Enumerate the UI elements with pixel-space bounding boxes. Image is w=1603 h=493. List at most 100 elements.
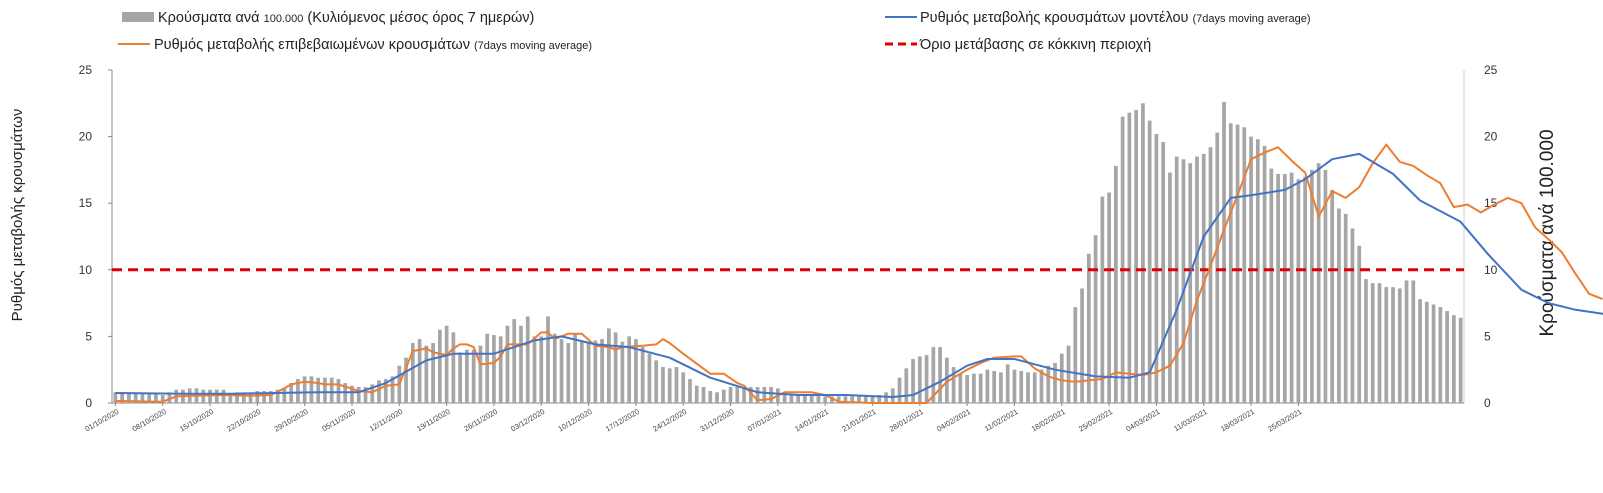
- x-tick-label: 15/10/2020: [178, 407, 215, 434]
- bar: [843, 396, 848, 403]
- bar: [951, 367, 956, 403]
- x-tick-label: 04/03/2021: [1124, 407, 1161, 434]
- bar: [1080, 288, 1084, 403]
- bar: [519, 325, 523, 403]
- bar: [1242, 127, 1247, 403]
- y-tick-label-right: 5: [1484, 329, 1491, 343]
- bar: [1431, 304, 1436, 403]
- bar: [471, 349, 476, 403]
- bar: [1384, 287, 1389, 403]
- bar: [1337, 208, 1341, 403]
- bar: [579, 340, 584, 403]
- bar: [796, 395, 800, 403]
- bar: [863, 396, 868, 403]
- bar: [938, 347, 942, 403]
- bar: [404, 357, 408, 403]
- bar: [850, 396, 855, 403]
- y-tick-label-right: 20: [1484, 130, 1498, 144]
- y-tick-label-right: 0: [1484, 396, 1491, 410]
- bar: [782, 392, 787, 403]
- bar: [1053, 363, 1057, 403]
- bar: [1262, 145, 1267, 403]
- bar: [1188, 163, 1193, 403]
- bar: [302, 376, 307, 403]
- y-tick-label-right: 15: [1484, 196, 1498, 210]
- bar: [613, 332, 618, 403]
- legend-label-confirmed: Ρυθμός μεταβολής επιβεβαιωμένων κρουσμάτ…: [154, 37, 592, 53]
- bar: [917, 356, 922, 403]
- bar: [1418, 299, 1422, 403]
- x-tick-label: 25/02/2021: [1077, 407, 1114, 434]
- bar: [262, 391, 266, 403]
- bar: [214, 389, 219, 403]
- bar: [133, 393, 138, 403]
- bar: [147, 393, 152, 403]
- bar: [1269, 168, 1274, 403]
- bar: [1032, 372, 1037, 403]
- bar: [715, 392, 719, 403]
- bar: [1310, 169, 1314, 403]
- x-tick-label: 07/01/2021: [746, 407, 783, 434]
- bar: [809, 395, 814, 403]
- legend-item-confirmed: Ρυθμός μεταβολής επιβεβαιωμένων κρουσμάτ…: [118, 37, 592, 53]
- x-tick-label: 19/11/2020: [415, 407, 452, 433]
- bar: [1357, 245, 1362, 403]
- x-tick-label: 22/10/2020: [225, 407, 262, 434]
- bar: [1343, 213, 1348, 403]
- bar: [1120, 116, 1125, 404]
- legend-label-cases: Κρούσματα ανά 100.000 (Κυλιόμενος μέσος …: [158, 10, 534, 26]
- bar: [803, 395, 807, 403]
- bar: [978, 373, 983, 403]
- bar: [688, 379, 692, 403]
- bar: [627, 336, 631, 403]
- bar: [755, 387, 760, 403]
- bar: [742, 387, 746, 403]
- x-tick-label: 11/02/2021: [983, 407, 1020, 433]
- x-tick-label: 31/12/2020: [699, 407, 736, 434]
- bar: [992, 371, 997, 403]
- bar: [465, 349, 469, 403]
- bar: [329, 377, 334, 403]
- legend: Κρούσματα ανά 100.000 (Κυλιόμενος μέσος …: [118, 10, 1311, 53]
- bars: [113, 101, 1463, 404]
- bar: [857, 396, 861, 403]
- bar: [1012, 369, 1017, 403]
- bar: [1391, 287, 1395, 403]
- bar: [559, 339, 564, 403]
- lines: [115, 143, 1603, 404]
- bar: [911, 359, 915, 403]
- bar: [1046, 365, 1051, 403]
- bar: [444, 325, 449, 403]
- bar: [1195, 156, 1199, 403]
- y-tick-label-left: 10: [79, 263, 93, 277]
- y-tick-label-left: 25: [79, 63, 93, 77]
- bar: [877, 395, 882, 403]
- bar: [370, 384, 375, 403]
- bar: [634, 339, 638, 403]
- bar: [1411, 280, 1416, 403]
- bar: [1059, 353, 1064, 403]
- bar: [1404, 280, 1409, 403]
- bar: [1323, 169, 1328, 403]
- bar: [965, 375, 969, 403]
- x-tick-label: 08/10/2020: [131, 407, 168, 434]
- bar: [498, 336, 503, 403]
- bar: [985, 369, 990, 403]
- bar: [1350, 228, 1355, 403]
- y-tick-label-left: 15: [79, 196, 93, 210]
- bar: [269, 391, 273, 403]
- bar: [999, 372, 1003, 403]
- bar: [931, 347, 936, 403]
- bar: [154, 393, 158, 403]
- bar: [1228, 123, 1233, 403]
- bar: [674, 367, 679, 403]
- bar: [694, 385, 699, 403]
- bar: [438, 329, 442, 403]
- bar: [228, 393, 233, 403]
- bar: [1174, 156, 1179, 403]
- x-ticks: 01/10/2020 08/10/2020 15/10/2020 22/10/2020…: [83, 403, 1303, 434]
- bar: [350, 385, 354, 403]
- bar: [1086, 253, 1091, 403]
- model-cases-line: [115, 152, 1603, 398]
- bar: [836, 396, 841, 403]
